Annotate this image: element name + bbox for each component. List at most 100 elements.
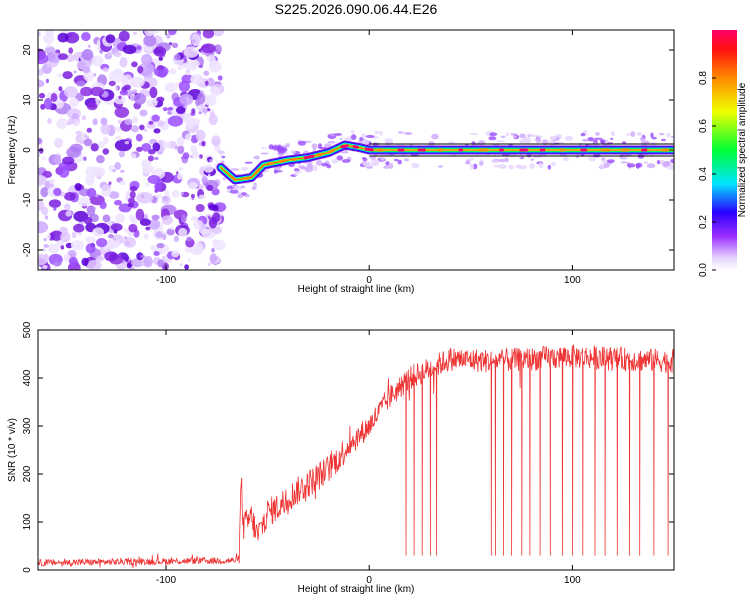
noise-blob (45, 78, 50, 84)
noise-blob (153, 128, 161, 134)
noise-blob (175, 81, 180, 87)
spectrogram-x-tick-label: 0 (366, 275, 372, 286)
snr-y-tick-label: 0 (22, 567, 33, 573)
scatter-blob (222, 177, 226, 180)
scatter-blob (312, 165, 318, 172)
colorbar-gradient (712, 30, 737, 270)
noise-blob (151, 114, 160, 122)
noise-blob (53, 154, 62, 165)
noise-blob (96, 155, 105, 164)
noise-blob (193, 242, 204, 254)
noise-blob (123, 237, 136, 248)
scatter-blob (505, 132, 509, 137)
noise-blob (38, 53, 49, 65)
noise-blob (177, 66, 183, 71)
noise-blob (38, 68, 44, 76)
scatter-blob (229, 189, 239, 194)
noise-blob (102, 67, 109, 72)
noise-blob (203, 70, 210, 76)
noise-blob (136, 45, 142, 50)
noise-blob (203, 164, 214, 173)
noise-blob (81, 32, 91, 42)
noise-blob (131, 61, 138, 68)
noise-blob (198, 194, 206, 200)
noise-blob (62, 156, 75, 165)
scatter-blob (499, 158, 506, 163)
noise-blob (156, 194, 163, 199)
noise-blob (86, 127, 93, 133)
noise-blob (92, 118, 98, 126)
tone-peak (352, 144, 359, 149)
noise-blob (129, 190, 136, 199)
noise-blob (65, 32, 80, 44)
noise-blob (107, 51, 112, 56)
noise-blob (176, 136, 185, 147)
scatter-blob (555, 136, 560, 141)
noise-blob (140, 254, 145, 258)
scatter-blob (643, 140, 649, 145)
noise-blob (195, 129, 206, 142)
scatter-blob (658, 132, 665, 136)
scatter-blob (489, 132, 498, 137)
noise-blob (49, 178, 55, 185)
noise-blob (207, 262, 211, 266)
noise-blob (115, 213, 126, 224)
noise-blob (170, 226, 175, 230)
noise-blob (118, 253, 121, 257)
noise-blob (53, 188, 62, 196)
scatter-blob (670, 158, 674, 164)
snr-y-label: SNR (10 * v/v) (7, 418, 18, 482)
noise-blob (153, 46, 167, 57)
noise-blob (143, 35, 157, 47)
scatter-blob (469, 132, 479, 135)
noise-blob (164, 189, 170, 197)
noise-blob (202, 30, 215, 39)
tone-peak (316, 152, 323, 157)
noise-blob (192, 151, 200, 159)
noise-blob (38, 92, 46, 99)
noise-blob (68, 256, 78, 266)
noise-blob (207, 215, 211, 220)
scatter-blob (630, 131, 636, 138)
scatter-blob (339, 137, 343, 140)
noise-blob (167, 30, 177, 36)
noise-blob (74, 183, 82, 191)
noise-blob (104, 239, 117, 250)
scatter-blob (562, 156, 569, 162)
noise-blob (115, 135, 122, 141)
noise-blob (118, 95, 122, 100)
noise-blob (118, 30, 130, 42)
noise-blob (148, 219, 160, 230)
noise-blob (136, 252, 144, 261)
scatter-blob (237, 194, 244, 199)
scatter-blob (650, 132, 654, 138)
spectrogram-y-tick-label: -20 (22, 242, 33, 257)
scatter-blob (244, 194, 250, 198)
scatter-blob (218, 150, 224, 156)
noise-blob (114, 199, 122, 206)
noise-blob (209, 159, 213, 163)
tone-peak (340, 144, 349, 149)
noise-blob (57, 73, 62, 78)
noise-blob (212, 226, 223, 234)
noise-blob (176, 171, 179, 175)
noise-blob (141, 143, 152, 152)
noise-blob (70, 240, 85, 251)
noise-blob (139, 124, 145, 131)
scatter-blob (404, 132, 413, 135)
noise-blob (50, 93, 58, 102)
noise-blob (156, 96, 165, 103)
noise-blob (57, 32, 69, 43)
scatter-blob (380, 157, 386, 161)
snr-y-tick-label: 500 (22, 321, 33, 338)
snr-x-label: Height of straight line (km) (298, 584, 415, 595)
snr-y-tick-label: 400 (22, 369, 33, 386)
noise-blob (133, 31, 137, 36)
noise-blob (38, 137, 43, 145)
noise-blob (124, 118, 133, 126)
scatter-blob (469, 157, 474, 161)
tone-peak (279, 158, 287, 164)
noise-blob (68, 47, 74, 54)
noise-blob (106, 221, 113, 226)
